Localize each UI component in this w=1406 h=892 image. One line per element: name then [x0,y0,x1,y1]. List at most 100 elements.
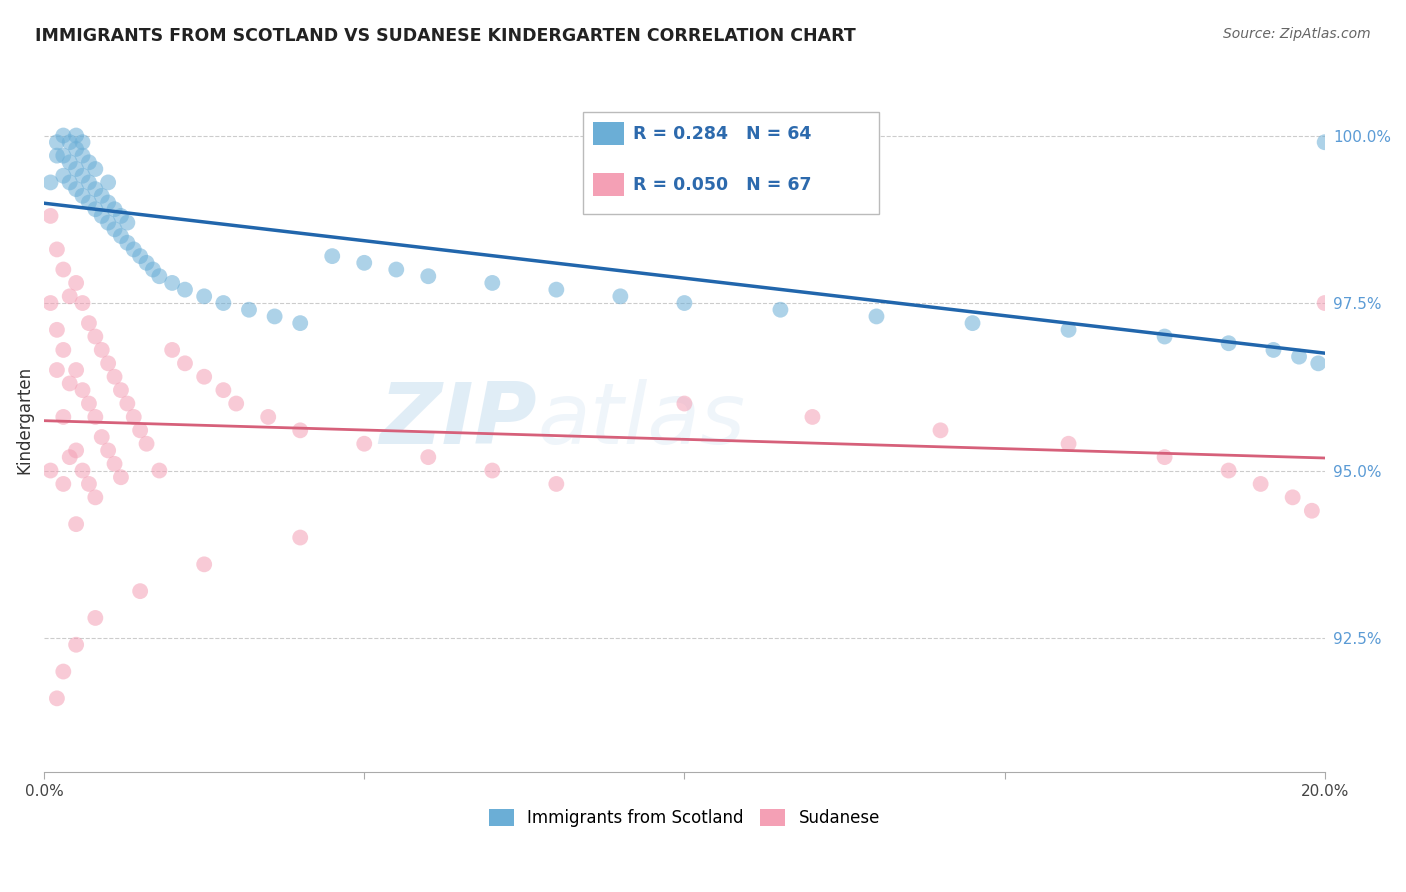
Point [90,209,112,223]
Point [117,396,139,410]
Point [148,269,170,284]
Point [1218,336,1240,351]
Point [72,296,94,310]
Point [84,491,107,505]
Point [84,611,107,625]
Point [174,356,197,370]
Point [481,276,503,290]
Point [122,243,145,257]
Point [52,665,75,679]
Text: R = 0.050   N = 67: R = 0.050 N = 67 [633,176,811,194]
Point [801,409,824,424]
Point [1281,491,1303,505]
Point [290,423,312,437]
Point [59,155,82,169]
Point [673,396,696,410]
Point [148,464,170,478]
Point [546,477,568,491]
Point [418,450,440,464]
Point [929,423,952,437]
Point [1250,477,1272,491]
Point [1057,436,1080,450]
Point [110,229,132,244]
Point [77,316,100,330]
Point [865,310,887,324]
Point [129,423,152,437]
Point [142,262,165,277]
Point [103,369,125,384]
Point [769,302,792,317]
Point [45,135,67,149]
Point [1313,135,1336,149]
Point [72,135,94,149]
Point [84,202,107,217]
Point [65,161,87,176]
Point [1263,343,1285,357]
Point [84,409,107,424]
Point [65,142,87,156]
Point [238,302,260,317]
Point [77,176,100,190]
Point [1313,296,1336,310]
Point [72,464,94,478]
Point [174,283,197,297]
Text: Source: ZipAtlas.com: Source: ZipAtlas.com [1223,27,1371,41]
Point [65,638,87,652]
Point [45,363,67,377]
Point [39,176,62,190]
Point [103,222,125,236]
Point [962,316,984,330]
Point [77,477,100,491]
Point [1288,350,1310,364]
Point [84,329,107,343]
Point [65,128,87,143]
Point [59,135,82,149]
Point [39,296,62,310]
Point [117,235,139,250]
Point [72,148,94,162]
Point [84,161,107,176]
Point [1301,504,1323,518]
Point [212,296,235,310]
Point [84,182,107,196]
Point [212,383,235,397]
Point [103,202,125,217]
Point [193,289,215,303]
Point [65,517,87,532]
Point [39,464,62,478]
Point [122,409,145,424]
Point [65,363,87,377]
Point [225,396,247,410]
Point [52,169,75,183]
Point [77,155,100,169]
Point [72,169,94,183]
Point [418,269,440,284]
Point [52,128,75,143]
Point [263,310,285,324]
Point [193,369,215,384]
Point [290,316,312,330]
Point [385,262,408,277]
Point [1057,323,1080,337]
Point [1153,329,1175,343]
Point [45,323,67,337]
Point [160,343,183,357]
Point [546,283,568,297]
Point [77,195,100,210]
Point [673,296,696,310]
Point [129,249,152,263]
Point [39,209,62,223]
Point [90,189,112,203]
Point [97,356,120,370]
Point [65,182,87,196]
Point [1153,450,1175,464]
Legend: Immigrants from Scotland, Sudanese: Immigrants from Scotland, Sudanese [482,803,887,834]
Point [97,216,120,230]
Point [117,216,139,230]
Point [135,256,157,270]
Point [129,584,152,599]
Y-axis label: Kindergarten: Kindergarten [15,367,32,475]
Point [65,443,87,458]
Point [110,383,132,397]
Point [97,195,120,210]
